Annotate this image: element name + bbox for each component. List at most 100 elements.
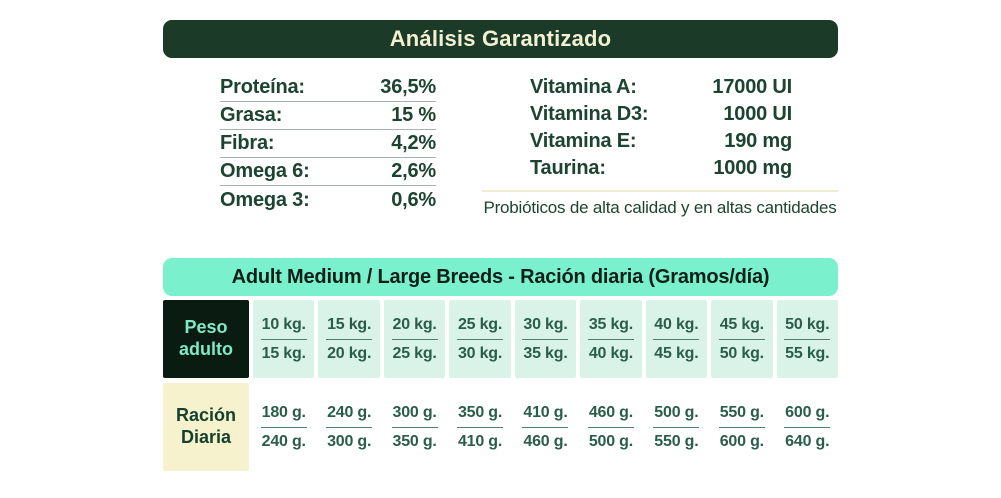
weight-cell: 15 kg. 20 kg.: [318, 300, 380, 378]
weight-cell-max: 45 kg.: [654, 344, 699, 362]
nutrient-row-value: 0,6%: [391, 188, 436, 211]
vitamin-row-value: 190 mg: [724, 130, 792, 152]
ration-table-title: Adult Medium / Large Breeds - Ración dia…: [231, 265, 770, 288]
guaranteed-analysis-header: Análisis Garantizado: [163, 20, 838, 58]
cell-divider: [718, 338, 765, 340]
nutrient-row-value: 36,5%: [380, 76, 436, 98]
weight-cell: 35 kg. 40 kg.: [580, 300, 642, 378]
vitamin-row: Vitamina D3: 1000 UI: [482, 101, 838, 128]
nutrient-row-label: Grasa:: [220, 104, 283, 126]
vitamin-row-label: Vitamina A:: [530, 76, 637, 98]
vitamin-row: Taurina: 1000 mg: [482, 155, 838, 182]
weight-row-label: Peso adulto: [163, 300, 249, 378]
nutrient-row: Omega 3: 0,6%: [220, 186, 436, 214]
ration-cell-min: 460 g.: [588, 403, 634, 421]
cell-divider: [784, 426, 831, 428]
vitamin-row: Vitamina E: 190 mg: [482, 128, 838, 155]
ration-cell-max: 240 g.: [261, 432, 306, 450]
vitamin-row-value: 17000 UI: [712, 76, 792, 98]
cell-divider: [587, 426, 634, 428]
weight-cell-max: 40 kg.: [588, 344, 634, 362]
vitamin-row: Vitamina A: 17000 UI: [482, 74, 838, 101]
nutrient-row: Proteína: 36,5%: [220, 74, 436, 102]
weight-cell-max: 35 kg.: [523, 344, 568, 362]
weight-cell-max: 50 kg.: [719, 344, 764, 362]
cell-divider: [457, 338, 504, 340]
weight-row: Peso adulto 10 kg. 15 kg. 15 kg. 20 kg. 20 k…: [163, 300, 838, 378]
weight-cell-min: 40 kg.: [654, 315, 699, 333]
cell-divider: [522, 338, 569, 340]
cell-divider: [522, 426, 569, 428]
nutrient-row-label: Fibra:: [220, 132, 275, 154]
ration-cell-max: 410 g.: [457, 432, 503, 450]
nutrient-row-label: Omega 6:: [220, 160, 310, 182]
ration-cell: 500 g. 550 g.: [646, 383, 707, 471]
nutrient-row-label: Omega 3:: [220, 188, 310, 211]
ration-cell-max: 300 g.: [327, 432, 372, 450]
ration-cell: 300 g. 350 g.: [384, 383, 445, 471]
weight-cell-min: 30 kg.: [523, 315, 568, 333]
weight-label-line2: adulto: [179, 339, 233, 359]
ration-cell-max: 460 g.: [523, 432, 568, 450]
ration-cell-min: 600 g.: [785, 403, 830, 421]
weight-cell: 50 kg. 55 kg.: [776, 300, 838, 378]
ration-row-label: Ración Diaria: [163, 383, 249, 471]
probiotics-note: Probióticos de alta calidad y en altas c…: [483, 198, 837, 217]
vitamins-list: Vitamina A: 17000 UI Vitamina D3: 1000 UI Vi…: [482, 74, 838, 182]
nutrient-row-value: 15 %: [391, 104, 436, 126]
ration-cell-min: 300 g.: [392, 403, 437, 421]
nutrient-row: Fibra: 4,2%: [220, 130, 436, 158]
weight-cell-min: 45 kg.: [719, 315, 764, 333]
guaranteed-analysis-title: Análisis Garantizado: [389, 26, 612, 51]
cell-divider: [718, 426, 765, 428]
ration-cell-max: 640 g.: [785, 432, 830, 450]
cell-divider: [653, 338, 700, 340]
ration-cell: 460 g. 500 g.: [580, 383, 641, 471]
ration-cell: 240 g. 300 g.: [318, 383, 379, 471]
ration-row: Ración Diaria 180 g. 240 g. 240 g. 300 g. 30…: [163, 383, 838, 471]
cell-divider: [326, 338, 373, 340]
cell-divider: [391, 338, 438, 340]
cell-divider: [784, 338, 831, 340]
ration-cell: 550 g. 600 g.: [711, 383, 772, 471]
cell-divider: [260, 338, 307, 340]
product-info-panel: Análisis Garantizado Proteína: 36,5% Grasa…: [163, 20, 838, 471]
guaranteed-analysis-body: Proteína: 36,5% Grasa: 15 % Fibra: 4,2% Omega …: [163, 74, 838, 218]
ration-cell-max: 350 g.: [392, 432, 437, 450]
vitamin-row-value: 1000 UI: [723, 103, 792, 125]
ration-cell: 350 g. 410 g.: [449, 383, 510, 471]
vitamins-divider: [482, 190, 838, 192]
ration-label-line2: Diaria: [180, 427, 232, 447]
cell-divider: [326, 426, 373, 428]
vitamin-row-value: 1000 mg: [713, 157, 792, 179]
ration-label-line1: Ración: [175, 405, 236, 426]
vitamins-column: Vitamina A: 17000 UI Vitamina D3: 1000 UI Vi…: [482, 74, 838, 218]
weight-cell-max: 55 kg.: [785, 344, 830, 362]
ration-cell-max: 600 g.: [719, 432, 764, 450]
weight-cell-min: 10 kg.: [261, 315, 306, 333]
ration-cell-max: 550 g.: [654, 432, 699, 450]
weight-cell-min: 15 kg.: [327, 315, 372, 333]
weight-cell-min: 25 kg.: [457, 315, 503, 333]
ration-cell-min: 240 g.: [327, 403, 372, 421]
nutrients-list: Proteína: 36,5% Grasa: 15 % Fibra: 4,2% Omega …: [220, 74, 436, 214]
nutrient-row: Grasa: 15 %: [220, 102, 436, 130]
vitamin-row-label: Vitamina D3:: [530, 103, 649, 125]
ration-cell-min: 410 g.: [523, 403, 568, 421]
vitamin-row-label: Taurina:: [530, 157, 606, 179]
cell-divider: [391, 426, 438, 428]
weight-label-line1: Peso: [184, 317, 228, 338]
nutrient-row-value: 4,2%: [391, 132, 436, 154]
weight-cell-min: 35 kg.: [588, 315, 634, 333]
nutrient-row: Omega 6: 2,6%: [220, 158, 436, 186]
cell-divider: [457, 426, 504, 428]
weight-cell-min: 20 kg.: [392, 315, 437, 333]
cell-divider: [653, 426, 700, 428]
ration-cell: 180 g. 240 g.: [253, 383, 314, 471]
cell-divider: [587, 338, 634, 340]
weight-cell: 45 kg. 50 kg.: [711, 300, 773, 378]
ration-cell-max: 500 g.: [588, 432, 634, 450]
weight-cell: 10 kg. 15 kg.: [253, 300, 315, 378]
ration-cell-min: 350 g.: [457, 403, 503, 421]
weight-cell: 25 kg. 30 kg.: [449, 300, 511, 378]
